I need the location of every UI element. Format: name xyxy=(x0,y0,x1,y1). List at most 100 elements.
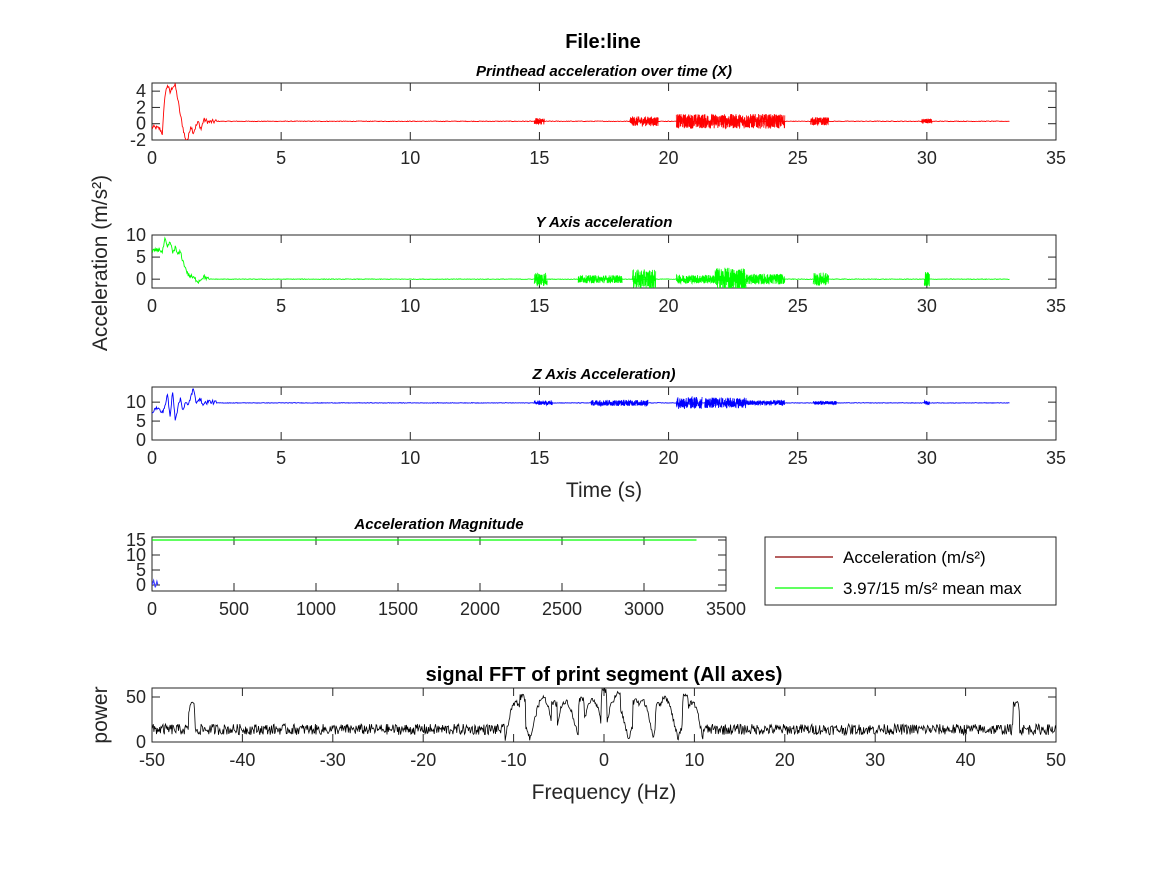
y-axis-plot-xtick-label: 25 xyxy=(788,296,808,316)
y-axis-plot-burst-3 xyxy=(675,273,716,285)
fft-plot-xtick-label: -30 xyxy=(320,750,346,770)
z-axis-plot-burst-6 xyxy=(923,399,930,406)
x-axis-plot-xtick-label: 25 xyxy=(788,148,808,168)
x-axis-plot-ytick-label: -2 xyxy=(130,130,146,150)
fft-plot-xtick-label: -50 xyxy=(139,750,165,770)
magnitude-plot-ytick-label: 5 xyxy=(136,560,146,580)
figure-title: File:line xyxy=(565,31,641,53)
magnitude-plot-xtick-label: 3500 xyxy=(706,599,746,619)
fft-plot-xtick-label: 50 xyxy=(1046,750,1066,770)
magnitude-plot-ytick-label: 10 xyxy=(126,545,146,565)
x-axis-plot-ytick-label: 2 xyxy=(136,97,146,117)
z-axis-plot-xtick-label: 30 xyxy=(917,448,937,468)
z-axis-plot-xtick-label: 35 xyxy=(1046,448,1066,468)
fft-plot-ytick-label: 0 xyxy=(136,732,146,752)
y-axis-plot-burst-0 xyxy=(533,272,548,287)
x-axis-plot-xtick-label: 20 xyxy=(659,148,679,168)
y-axis-plot-burst-5 xyxy=(745,273,786,285)
x-axis-plot-series-line xyxy=(152,83,1010,140)
x-axis-plot-xtick-label: 30 xyxy=(917,148,937,168)
y-axis-plot-xtick-label: 10 xyxy=(400,296,420,316)
x-axis-plot-xtick-label: 35 xyxy=(1046,148,1066,168)
y-axis-plot-burst-7 xyxy=(923,272,930,287)
shared-y-axis-label: Acceleration (m/s²) xyxy=(89,175,112,351)
x-axis-plot-ytick-label: 0 xyxy=(136,114,146,134)
x-axis-plot-xtick-label: 5 xyxy=(276,148,286,168)
magnitude-plot-xtick-label: 0 xyxy=(147,599,157,619)
z-axis-plot-xtick-label: 25 xyxy=(788,448,808,468)
y-axis-plot-ytick-label: 0 xyxy=(136,269,146,289)
magnitude-plot-xtick-label: 2500 xyxy=(542,599,582,619)
y-axis-plot-xtick-label: 20 xyxy=(659,296,679,316)
z-axis-plot: Z Axis Acceleration)0 5 10 15 20 25 30 350510Ti… xyxy=(126,366,1066,502)
y-axis-plot-burst-6 xyxy=(812,272,830,286)
magnitude-legend: Acceleration (m/s²) 3.97/15 m/s² mean max xyxy=(764,536,1057,606)
x-axis-plot-burst-2 xyxy=(675,113,786,130)
fft-plot-xtick-label: 20 xyxy=(775,750,795,770)
x-axis-plot-xtick-label: 15 xyxy=(529,148,549,168)
z-axis-plot-xtick-label: 0 xyxy=(147,448,157,468)
magnitude-plot-ytick-label: 0 xyxy=(136,575,146,595)
fft-plot-ytick-label: 50 xyxy=(126,687,146,707)
magnitude-plot-xtick-label: 1000 xyxy=(296,599,336,619)
y-axis-plot-title: Y Axis acceleration xyxy=(536,214,673,231)
z-axis-plot-burst-3 xyxy=(704,397,747,409)
x-axis-plot-burst-4 xyxy=(921,118,933,124)
y-axis-plot-ytick-label: 10 xyxy=(126,225,146,245)
fft-plot-xtick-label: 30 xyxy=(865,750,885,770)
magnitude-series-0 xyxy=(152,578,159,588)
fft-plot-xtick-label: 10 xyxy=(684,750,704,770)
legend-box xyxy=(764,536,1057,606)
fft-plot-ylabel: power xyxy=(89,686,112,743)
z-axis-plot-series-line xyxy=(152,388,1010,421)
fft-plot-axes-box xyxy=(151,687,1057,743)
fft-plot-xtick-label: 40 xyxy=(956,750,976,770)
y-axis-plot-burst-2 xyxy=(632,269,657,288)
x-axis-plot-xtick-label: 0 xyxy=(147,148,157,168)
magnitude-plot: Acceleration Magnitude 0 500 1000 1500 2000 25… xyxy=(126,516,1057,619)
fft-series-line xyxy=(152,688,1056,741)
magnitude-plot-ytick-label: 15 xyxy=(126,530,146,550)
y-axis-plot-burst-4 xyxy=(714,267,747,288)
x-axis-plot-burst-0 xyxy=(533,117,545,126)
x-axis-plot-ytick-label: 4 xyxy=(136,81,146,101)
y-axis-plot-ytick-label: 5 xyxy=(136,247,146,267)
fft-plot-title: signal FFT of print segment (All axes) xyxy=(426,664,783,686)
z-axis-plot-xlabel: Time (s) xyxy=(566,479,642,502)
fft-plot: signal FFT of print segment (All axes) -5… xyxy=(89,664,1066,804)
fft-plot-xlabel: Frequency (Hz) xyxy=(532,781,677,804)
z-axis-plot-burst-5 xyxy=(812,400,837,406)
z-axis-plot-xtick-label: 20 xyxy=(659,448,679,468)
y-axis-plot-xtick-label: 35 xyxy=(1046,296,1066,316)
magnitude-plot-axes-box xyxy=(151,536,727,592)
y-axis-plot-xtick-label: 0 xyxy=(147,296,157,316)
z-axis-plot-xtick-label: 10 xyxy=(400,448,420,468)
fft-plot-xtick-label: -10 xyxy=(501,750,527,770)
magnitude-plot-xtick-label: 1500 xyxy=(378,599,418,619)
x-axis-plot-axes-box xyxy=(151,82,1057,141)
z-axis-plot-ytick-label: 0 xyxy=(136,430,146,450)
z-axis-plot-ytick-label: 5 xyxy=(136,411,146,431)
z-axis-plot-ytick-label: 10 xyxy=(126,392,146,412)
z-axis-plot-axes-box xyxy=(151,386,1057,441)
fft-plot-xtick-label: 0 xyxy=(599,750,609,770)
y-axis-plot-burst-1 xyxy=(577,274,623,284)
shared-y-axis-label-text: Acceleration (m/s²) xyxy=(89,175,112,351)
z-axis-plot-xtick-label: 5 xyxy=(276,448,286,468)
z-axis-plot-burst-4 xyxy=(745,399,786,406)
x-axis-plot-burst-1 xyxy=(629,116,659,128)
magnitude-plot-xtick-label: 3000 xyxy=(624,599,664,619)
legend-entry-1: 3.97/15 m/s² mean max xyxy=(843,579,1022,598)
x-axis-plot-title: Printhead acceleration over time (X) xyxy=(476,63,732,80)
z-axis-plot-burst-0 xyxy=(533,399,553,407)
y-axis-plot-xtick-label: 15 xyxy=(529,296,549,316)
z-axis-plot-title: Z Axis Acceleration) xyxy=(531,366,675,383)
z-axis-plot-burst-2 xyxy=(675,396,703,409)
x-axis-plot: Printhead acceleration over time (X) 0 5 10… xyxy=(130,63,1066,168)
magnitude-plot-xtick-label: 500 xyxy=(219,599,249,619)
x-axis-plot-xtick-label: 10 xyxy=(400,148,420,168)
fft-plot-xtick-label: -20 xyxy=(410,750,436,770)
y-axis-plot-xtick-label: 5 xyxy=(276,296,286,316)
